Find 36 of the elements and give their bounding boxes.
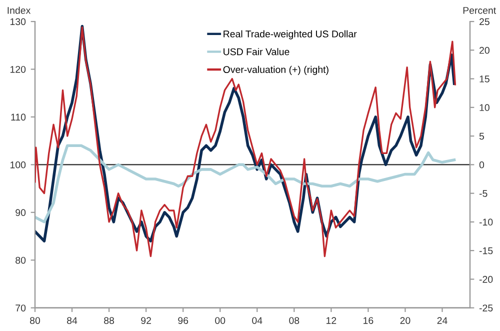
y2-tick-label: -25 <box>479 304 493 312</box>
y-tick-label: 110 <box>11 114 26 121</box>
y2-tick-label: 10 <box>480 104 490 112</box>
y2-tick-label: -5 <box>479 190 488 197</box>
line-series <box>35 144 456 224</box>
legend-label: USD Fair Value <box>224 48 290 56</box>
y-tick-label: 100 <box>10 161 26 168</box>
x-tick-label: 12 <box>326 317 336 324</box>
y2-tick-label: 20 <box>480 46 490 54</box>
y2-axis-title: Percent <box>463 7 496 14</box>
x-tick-label: 04 <box>252 317 262 324</box>
legend-label: Real Trade-weighted US Dollar <box>224 30 357 40</box>
legend-label: Over-valuation (+) (right) <box>223 66 328 75</box>
x-tick-label: 96 <box>178 317 188 324</box>
y2-tick-label: 15 <box>480 76 490 82</box>
y2-tick-label: -20 <box>479 276 493 283</box>
y-tick-label: 70 <box>16 304 26 312</box>
y2-tick-label: 5 <box>479 132 484 140</box>
y2-tick-label: -10 <box>479 218 493 226</box>
y2-tick-label: 0 <box>479 161 484 168</box>
x-tick-label: 92 <box>141 317 151 324</box>
x-tick-label: 00 <box>215 317 226 324</box>
y-axis-title: Index <box>8 6 31 14</box>
y-tick-label: 90 <box>16 209 26 216</box>
x-tick-label: 80 <box>30 317 40 324</box>
y2-tick-label: -15 <box>479 247 493 254</box>
x-tick-label: 84 <box>67 317 78 324</box>
y-tick-label: 80 <box>16 256 26 264</box>
x-tick-label: 20 <box>400 317 410 324</box>
x-tick-label: 08 <box>289 317 300 324</box>
x-tick-label: 16 <box>364 317 374 324</box>
x-tick-label: 24 <box>437 317 448 324</box>
y2-tick-label: 25 <box>480 18 490 26</box>
y-tick-label: 130 <box>10 18 26 26</box>
y-tick-label: 120 <box>10 66 26 73</box>
x-tick-label: 88 <box>104 317 114 324</box>
